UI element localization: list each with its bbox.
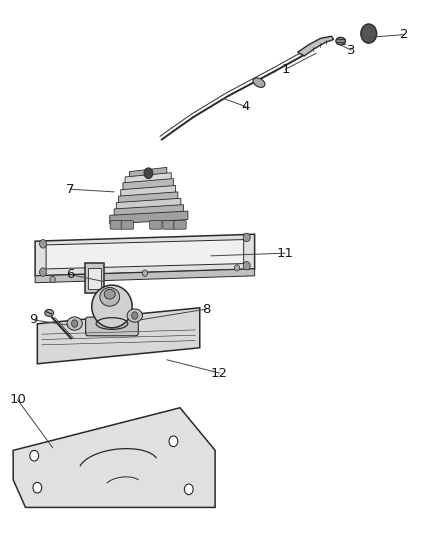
Circle shape bbox=[234, 265, 239, 271]
Ellipse shape bbox=[335, 37, 345, 45]
Ellipse shape bbox=[67, 317, 82, 330]
Circle shape bbox=[71, 320, 78, 327]
Text: 6: 6 bbox=[66, 268, 74, 281]
Circle shape bbox=[169, 436, 177, 447]
Polygon shape bbox=[46, 240, 243, 269]
Circle shape bbox=[39, 240, 46, 248]
Circle shape bbox=[360, 24, 376, 43]
FancyBboxPatch shape bbox=[121, 221, 133, 229]
Circle shape bbox=[39, 268, 46, 276]
Circle shape bbox=[50, 276, 55, 282]
Polygon shape bbox=[118, 192, 177, 204]
Polygon shape bbox=[116, 198, 180, 210]
Polygon shape bbox=[129, 167, 166, 178]
Polygon shape bbox=[297, 36, 333, 56]
Circle shape bbox=[33, 482, 42, 493]
Text: 8: 8 bbox=[201, 303, 210, 316]
Text: 12: 12 bbox=[211, 367, 227, 379]
Polygon shape bbox=[123, 179, 173, 191]
Circle shape bbox=[243, 261, 250, 270]
FancyBboxPatch shape bbox=[173, 221, 186, 229]
Polygon shape bbox=[35, 235, 254, 276]
Circle shape bbox=[30, 450, 39, 461]
Polygon shape bbox=[37, 308, 199, 364]
Text: 11: 11 bbox=[276, 247, 293, 260]
Ellipse shape bbox=[92, 285, 132, 328]
FancyBboxPatch shape bbox=[85, 263, 104, 293]
FancyBboxPatch shape bbox=[110, 221, 122, 229]
Circle shape bbox=[144, 168, 152, 179]
Ellipse shape bbox=[104, 289, 115, 299]
Polygon shape bbox=[125, 173, 171, 184]
Circle shape bbox=[184, 484, 193, 495]
FancyBboxPatch shape bbox=[85, 317, 138, 336]
Polygon shape bbox=[13, 408, 215, 507]
Text: 9: 9 bbox=[28, 313, 37, 326]
Polygon shape bbox=[35, 269, 254, 282]
Text: 2: 2 bbox=[399, 28, 407, 41]
Circle shape bbox=[142, 270, 147, 276]
FancyBboxPatch shape bbox=[149, 221, 162, 229]
Polygon shape bbox=[110, 211, 187, 224]
FancyBboxPatch shape bbox=[88, 268, 100, 289]
FancyBboxPatch shape bbox=[162, 221, 175, 229]
Ellipse shape bbox=[127, 309, 142, 322]
Text: 1: 1 bbox=[280, 63, 289, 76]
Text: 3: 3 bbox=[346, 44, 355, 56]
Ellipse shape bbox=[253, 78, 264, 87]
Polygon shape bbox=[120, 185, 175, 197]
Text: 4: 4 bbox=[241, 100, 250, 113]
Text: 10: 10 bbox=[9, 393, 26, 406]
Ellipse shape bbox=[100, 288, 119, 306]
Circle shape bbox=[131, 312, 138, 319]
Ellipse shape bbox=[45, 309, 53, 316]
Polygon shape bbox=[114, 205, 183, 216]
Circle shape bbox=[243, 233, 250, 242]
Text: 7: 7 bbox=[66, 183, 74, 196]
